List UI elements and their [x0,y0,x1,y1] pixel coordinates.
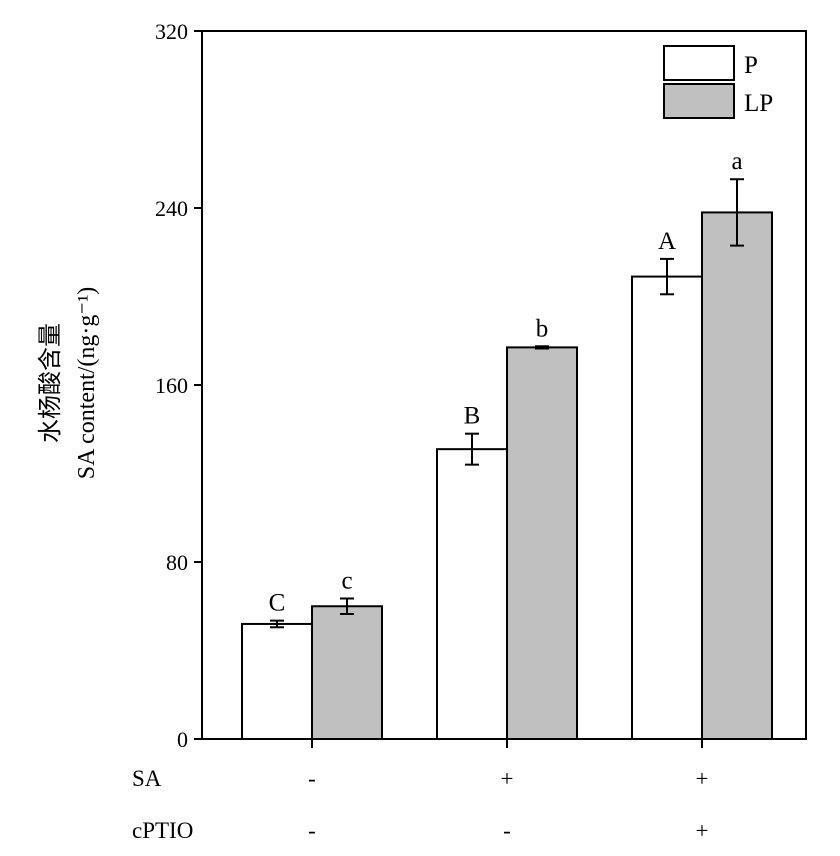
bar-lp-3 [701,211,773,741]
y-tick-label: 80 [166,550,188,575]
y-tick-label: 320 [155,19,188,44]
bar-p-3 [631,275,703,740]
bar-p-1 [241,622,313,741]
significance-letter: b [536,315,549,342]
y-tick-label: 0 [177,727,188,752]
significance-letter: A [658,228,676,255]
bar-lp-2 [506,346,578,740]
treatment-mark: - [308,818,316,843]
treatment-mark: - [503,818,511,843]
significance-letter: a [731,148,742,175]
bars-layer: C B Ac b a [241,148,773,741]
axis-labels: 水杨酸含量 SA content/(ng·g⁻¹) SA - + + cPTIO - - + [37,287,708,843]
legend-label-p: P [744,52,758,79]
legend-label-lp: LP [744,90,773,117]
legend-swatch-lp [663,83,735,119]
treatment-label-cptio: cPTIO [132,818,193,843]
bar-p-2 [436,448,508,740]
treatment-label-sa: SA [132,766,162,791]
significance-letter: C [269,590,286,617]
bar-lp-1 [311,605,383,740]
y-axis-label-line-2: SA content/(ng·g⁻¹) [74,287,100,480]
treatment-mark: + [696,766,709,791]
y-tick-label: 240 [155,196,188,221]
y-axis-label-line-1: 水杨酸含量 [37,323,64,443]
significance-letter: B [464,403,481,430]
treatment-mark: + [501,766,514,791]
treatment-mark: + [696,818,709,843]
y-tick-label: 160 [155,373,188,398]
treatment-mark: - [308,766,316,791]
legend: P LP [663,45,773,119]
legend-swatch-p [663,45,735,81]
significance-letter: c [341,568,352,595]
y-axis-label: 水杨酸含量 SA content/(ng·g⁻¹) [37,287,100,480]
